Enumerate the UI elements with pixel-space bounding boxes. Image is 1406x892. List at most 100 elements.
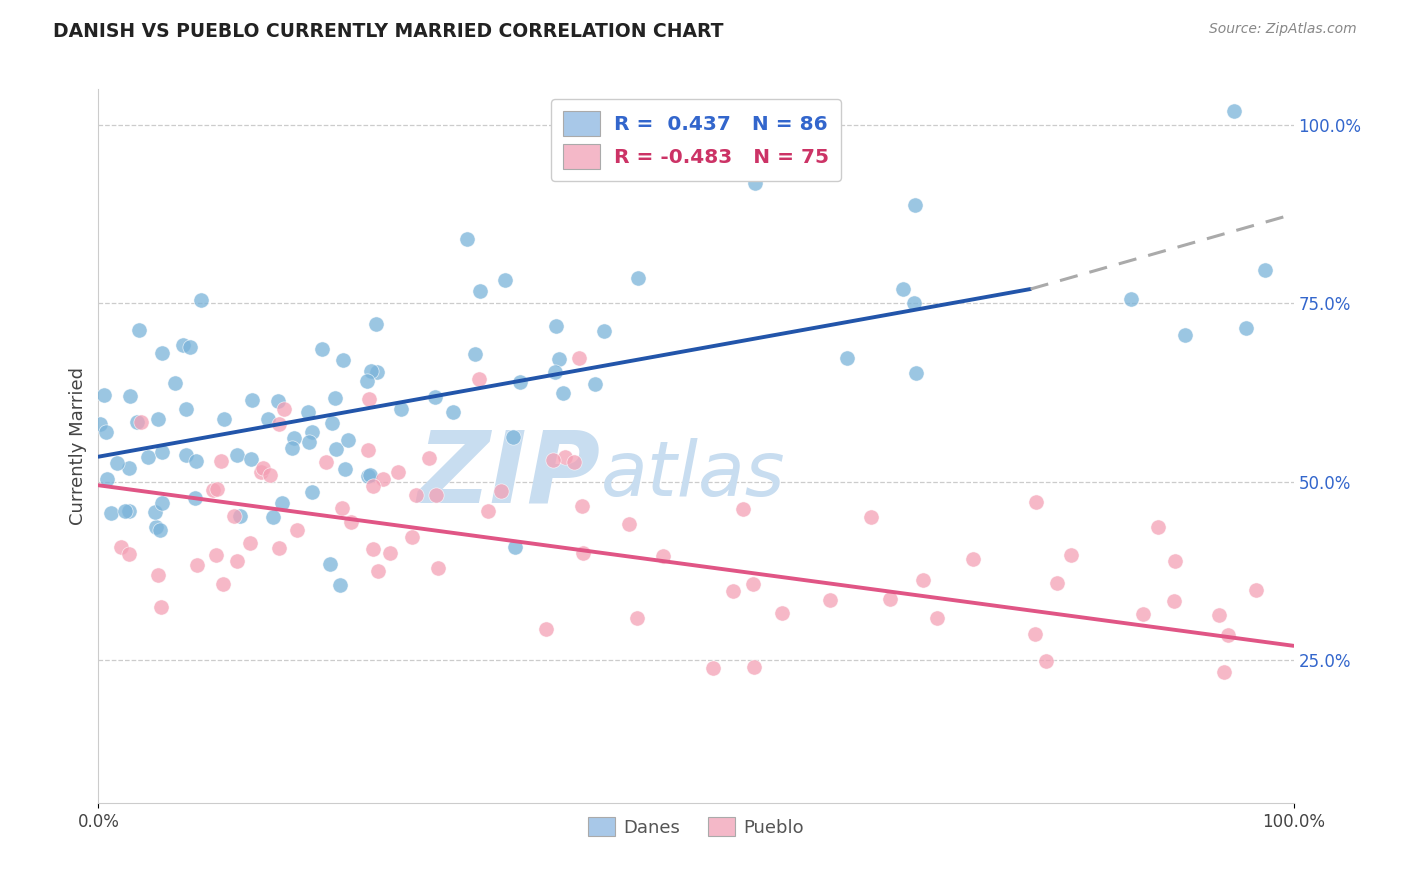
Point — [1060, 548, 1083, 562]
Point — [283, 431, 305, 445]
Point — [212, 577, 235, 591]
Point — [318, 557, 340, 571]
Point — [626, 611, 648, 625]
Point — [477, 504, 499, 518]
Point — [1119, 292, 1142, 306]
Point — [136, 450, 159, 465]
Point — [366, 366, 388, 380]
Point — [1163, 594, 1185, 608]
Point — [259, 467, 281, 482]
Point — [150, 445, 173, 459]
Point — [571, 499, 593, 513]
Point — [273, 402, 295, 417]
Point — [562, 455, 585, 469]
Point — [593, 324, 616, 338]
Point — [361, 479, 384, 493]
Point — [731, 502, 754, 516]
Point — [125, 415, 148, 429]
Point — [257, 411, 280, 425]
Point — [150, 496, 173, 510]
Point — [315, 455, 337, 469]
Point — [544, 366, 567, 380]
Point — [93, 388, 115, 402]
Point — [267, 417, 290, 432]
Point — [340, 515, 363, 529]
Point — [441, 405, 464, 419]
Y-axis label: Currently Married: Currently Married — [69, 367, 87, 525]
Point — [911, 574, 934, 588]
Point — [391, 401, 413, 416]
Point — [401, 530, 423, 544]
Point — [323, 392, 346, 406]
Point — [1236, 321, 1258, 335]
Point — [226, 448, 249, 462]
Point — [129, 415, 152, 429]
Point — [229, 509, 252, 524]
Point — [120, 389, 142, 403]
Point — [905, 366, 928, 380]
Point — [502, 430, 524, 444]
Point — [1024, 627, 1046, 641]
Point — [378, 546, 401, 560]
Point — [470, 284, 492, 298]
Point — [226, 554, 249, 568]
Point — [548, 352, 571, 367]
Point — [652, 549, 675, 563]
Point — [1046, 576, 1069, 591]
Point — [190, 293, 212, 307]
Point — [145, 520, 167, 534]
Point — [627, 270, 650, 285]
Point — [364, 317, 387, 331]
Point — [568, 351, 591, 366]
Point — [1254, 263, 1277, 277]
Point — [150, 345, 173, 359]
Point — [742, 660, 765, 674]
Point — [534, 622, 557, 636]
Point — [297, 434, 319, 449]
Point — [118, 504, 141, 518]
Point — [301, 425, 323, 439]
Point — [744, 177, 766, 191]
Legend: Danes, Pueblo: Danes, Pueblo — [581, 810, 811, 844]
Point — [572, 546, 595, 560]
Point — [361, 542, 384, 557]
Point — [330, 501, 353, 516]
Point — [325, 442, 347, 456]
Point — [1244, 582, 1267, 597]
Point — [240, 392, 263, 407]
Point — [269, 541, 291, 555]
Point — [418, 450, 440, 465]
Point — [262, 510, 284, 524]
Point — [118, 547, 141, 561]
Point — [820, 592, 842, 607]
Point — [128, 323, 150, 337]
Text: ZIP: ZIP — [418, 426, 600, 523]
Point — [114, 504, 136, 518]
Point — [105, 456, 128, 470]
Point — [1164, 554, 1187, 568]
Point — [359, 468, 381, 483]
Point — [859, 510, 882, 524]
Point — [202, 483, 225, 497]
Point — [456, 232, 478, 246]
Point — [904, 198, 927, 212]
Text: Source: ZipAtlas.com: Source: ZipAtlas.com — [1209, 22, 1357, 37]
Point — [1208, 607, 1230, 622]
Point — [1132, 607, 1154, 621]
Point — [742, 577, 765, 591]
Point — [1223, 103, 1246, 118]
Point — [311, 343, 333, 357]
Point — [239, 451, 262, 466]
Point — [468, 372, 491, 386]
Point — [281, 441, 304, 455]
Point — [509, 375, 531, 389]
Point — [505, 540, 527, 554]
Point — [174, 448, 197, 462]
Point — [207, 482, 229, 496]
Point — [546, 319, 568, 334]
Point — [405, 487, 427, 501]
Point — [249, 465, 271, 479]
Point — [371, 472, 394, 486]
Point — [360, 364, 382, 378]
Point — [224, 509, 246, 524]
